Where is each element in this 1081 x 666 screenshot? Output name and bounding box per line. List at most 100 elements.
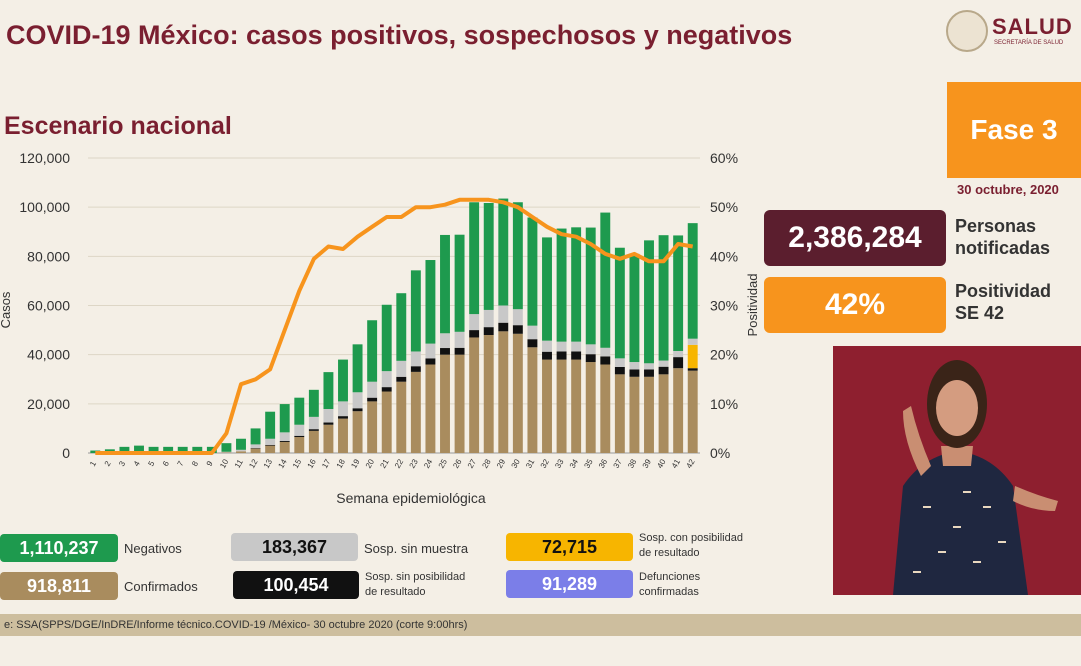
- bar-segment: [673, 357, 684, 369]
- legend-sin-posibilidad-line2: de resultado: [365, 586, 426, 598]
- bar-segment: [367, 397, 378, 402]
- x-tick-label: 7: [176, 459, 186, 468]
- bar-segment: [585, 362, 596, 453]
- bar-segment: [469, 330, 480, 338]
- legend-negativos-value: 1,110,237: [0, 534, 118, 562]
- notificadas-label-line2: notificadas: [955, 238, 1051, 258]
- bar-segment: [352, 344, 363, 393]
- x-tick-label: 30: [510, 457, 523, 470]
- x-tick-label: 34: [568, 457, 581, 470]
- x-tick-label: 17: [320, 457, 333, 470]
- bar-segment: [396, 381, 407, 453]
- bar-segment: [279, 441, 290, 453]
- bar-segment: [644, 376, 654, 453]
- x-tick-label: 32: [539, 457, 552, 470]
- bar-segment: [279, 432, 290, 441]
- bar-segment: [440, 354, 450, 453]
- x-tick-label: 3: [117, 459, 127, 468]
- bar-segment: [163, 446, 174, 453]
- bar-segment: [250, 428, 261, 445]
- bar-segment: [498, 305, 509, 323]
- x-tick-label: 14: [276, 457, 289, 470]
- bar-segment: [410, 366, 421, 372]
- legend-con-posibilidad-label: Sosp. con posibilidad de resultado: [639, 531, 743, 561]
- bar-segment: [352, 392, 363, 409]
- bar-segment: [644, 369, 654, 377]
- y-tick-label: 0: [62, 445, 70, 461]
- x-tick-label: 2: [103, 459, 113, 468]
- salud-logo: SALUD SECRETARÍA DE SALUD: [946, 6, 1081, 54]
- bar-segment: [177, 446, 188, 453]
- bar-segment: [440, 348, 450, 355]
- bar-segment: [410, 270, 421, 352]
- x-tick-label: 19: [349, 457, 362, 470]
- report-date: 30 octubre, 2020: [957, 182, 1059, 197]
- x-tick-label: 41: [670, 457, 683, 470]
- legend-sin-posibilidad-value: 100,454: [233, 571, 359, 599]
- bar-segment: [367, 320, 378, 382]
- x-tick-label: 11: [233, 457, 245, 469]
- y2-axis-label: Positividad: [745, 274, 760, 337]
- bar-segment: [425, 358, 436, 365]
- bar-segment: [673, 350, 684, 358]
- bar-segment: [410, 371, 421, 453]
- bar-segment: [571, 341, 582, 352]
- bar-segment: [585, 344, 596, 355]
- bar-segment: [381, 304, 392, 372]
- bar-segment: [352, 408, 363, 412]
- bar-segment: [352, 411, 363, 453]
- bar-segment: [265, 411, 276, 439]
- bar-segment: [687, 223, 698, 339]
- bar-segment: [512, 309, 523, 326]
- bar-segment: [381, 387, 392, 392]
- bar-segment: [600, 364, 611, 453]
- legend-sin-muestra-value: 183,367: [231, 533, 358, 561]
- y-tick-label: 60,000: [27, 298, 70, 314]
- notificadas-value: 2,386,284: [764, 210, 946, 266]
- bar-segment: [221, 451, 232, 453]
- bar-segment: [483, 327, 494, 335]
- bar-segment: [396, 376, 407, 382]
- bar-segment: [236, 451, 246, 453]
- bar-segment: [644, 240, 654, 364]
- y2-tick-label: 20%: [710, 347, 738, 363]
- x-tick-label: 36: [597, 457, 610, 470]
- notificadas-label: Personas notificadas: [955, 215, 1050, 259]
- bar-segment: [614, 374, 625, 453]
- legend-con-posibilidad-line1: Sosp. con posibilidad: [639, 532, 743, 544]
- bar-segment: [410, 351, 421, 367]
- bar-segment: [425, 364, 436, 453]
- positividad-label-line1: Positividad: [955, 281, 1052, 301]
- x-tick-label: 20: [364, 457, 377, 470]
- bar-segment: [469, 202, 480, 315]
- cases-chart: 020,00040,00060,00080,000100,000120,000 …: [0, 150, 760, 506]
- bar-segment: [425, 343, 436, 359]
- x-tick-label: 6: [161, 459, 171, 468]
- legend-sin-muestra-label: Sosp. sin muestra: [364, 541, 469, 556]
- x-tick-label: 38: [626, 457, 639, 470]
- bar-segment: [338, 401, 348, 417]
- bar-segment: [396, 293, 407, 361]
- bar-segment: [250, 448, 261, 453]
- x-tick-label: 16: [306, 457, 319, 470]
- bar-segment: [367, 401, 378, 453]
- seal-icon: [946, 10, 988, 52]
- x-tick-label: 31: [524, 457, 537, 470]
- bar-segment: [527, 347, 538, 453]
- bar-segment: [90, 450, 101, 453]
- bar-segment: [323, 372, 334, 409]
- bar-segment: [469, 337, 480, 453]
- legend-confirmados-value: 918,811: [0, 572, 118, 600]
- bar-segment: [629, 362, 640, 370]
- bar-segment: [323, 408, 334, 423]
- page-title: COVID-19 México: casos positivos, sospec…: [6, 20, 793, 50]
- bar-segment: [119, 446, 130, 453]
- y2-tick-label: 30%: [710, 298, 738, 314]
- bar-segment: [658, 360, 669, 367]
- bar-segment: [498, 198, 509, 306]
- bar-segment: [279, 440, 290, 442]
- bar-segment: [265, 438, 276, 445]
- bar-segment: [527, 325, 538, 340]
- x-tick-label: 40: [655, 457, 668, 470]
- bar-segment: [498, 331, 509, 453]
